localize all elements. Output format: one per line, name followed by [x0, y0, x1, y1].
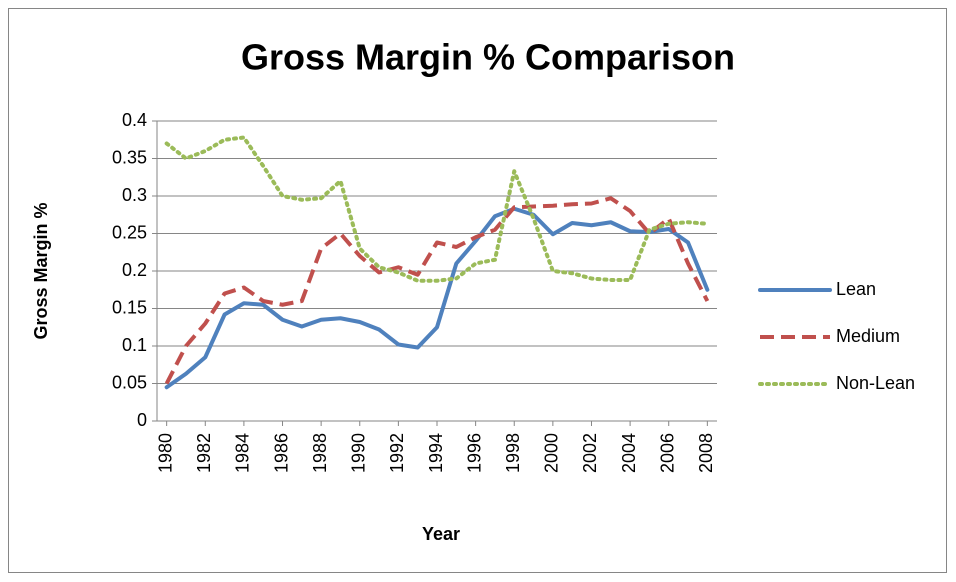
- legend-label: Lean: [836, 279, 876, 299]
- y-tick-label: 0.15: [112, 297, 147, 317]
- x-tick-label: 1992: [387, 433, 407, 473]
- x-tick-label: 1980: [155, 433, 175, 473]
- x-tick-label: 2008: [696, 433, 716, 473]
- x-tick-label: 1986: [271, 433, 291, 473]
- y-tick-label: 0.05: [112, 372, 147, 392]
- x-tick-label: 1994: [426, 433, 446, 473]
- series-line: [164, 135, 710, 283]
- x-tick-label: 1990: [349, 433, 369, 473]
- y-tick-label: 0.1: [122, 335, 147, 355]
- x-tick-label: 1982: [194, 433, 214, 473]
- x-tick-label: 1984: [233, 433, 253, 473]
- series-line: [164, 206, 710, 390]
- y-tick-label: 0.3: [122, 185, 147, 205]
- x-tick-label: 1998: [503, 433, 523, 473]
- x-tick-label: 2000: [542, 433, 562, 473]
- legend-label: Medium: [836, 326, 900, 346]
- x-tick-label: 1996: [464, 433, 484, 473]
- x-tick-label: 2004: [619, 433, 639, 473]
- y-tick-label: 0.4: [122, 110, 147, 130]
- x-tick-label: 1988: [310, 433, 330, 473]
- y-tick-label: 0.25: [112, 222, 147, 242]
- x-tick-label: 2006: [657, 433, 677, 473]
- legend-label: Non-Lean: [836, 373, 915, 393]
- y-tick-label: 0: [137, 410, 147, 430]
- y-tick-label: 0.2: [122, 260, 147, 280]
- x-axis-title: Year: [422, 524, 460, 544]
- x-tick-label: 2002: [580, 433, 600, 473]
- y-axis-title: Gross Margin %: [31, 202, 51, 339]
- series-line: [164, 196, 710, 385]
- y-tick-label: 0.35: [112, 147, 147, 167]
- chart-title: Gross Margin % Comparison: [241, 37, 735, 78]
